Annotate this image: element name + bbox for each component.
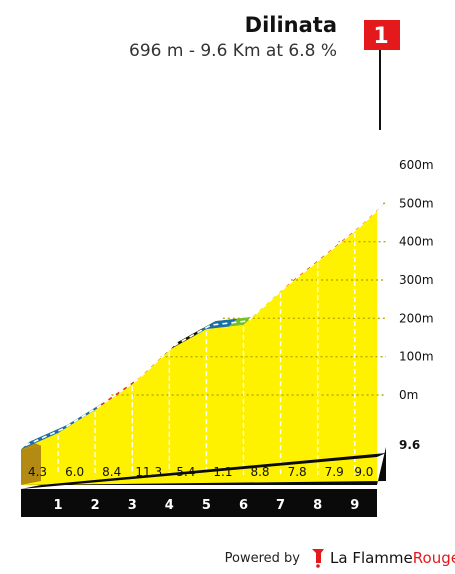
brand-name-part2: Rouge <box>413 549 455 567</box>
x-tick-label: 7 <box>276 498 285 513</box>
y-tick-label: 100m <box>399 350 434 364</box>
gradient-label: 8.4 <box>102 465 121 479</box>
finish-flag-icon: 1 <box>364 20 400 130</box>
gradient-label: 7.9 <box>325 465 344 479</box>
x-tick-label: 4 <box>165 498 174 513</box>
profile-side-wall-top <box>21 441 41 450</box>
km-ribbon-top <box>21 453 386 489</box>
x-tick-label: 5 <box>202 498 211 513</box>
gradient-stripe-segment <box>273 202 386 298</box>
brand-name: La FlammeRouge <box>330 549 455 567</box>
finish-flag-label: 1 <box>373 24 388 49</box>
chart-title: Dilinata <box>245 13 337 37</box>
y-tick-label: 200m <box>399 311 434 325</box>
y-tick-label: 500m <box>399 196 434 210</box>
gradient-label: 4.3 <box>28 465 47 479</box>
x-tick-label: 3 <box>128 498 137 513</box>
flamme-rouge-logo-icon <box>312 549 324 568</box>
gradient-label: 9.0 <box>354 465 373 479</box>
x-tick-label: 6 <box>239 498 248 513</box>
gradient-label: 11.3 <box>135 465 162 479</box>
x-tick-label: 2 <box>91 498 100 513</box>
x-tick-label: 1 <box>54 498 63 513</box>
y-tick-label: 0m <box>399 388 418 402</box>
finish-flag-banner <box>364 20 400 50</box>
gradient-label: 1.1 <box>213 465 232 479</box>
y-tick-label: 300m <box>399 273 434 287</box>
gradient-label: 8.8 <box>250 465 269 479</box>
footer: Powered by La FlammeRouge <box>225 549 455 568</box>
brand-name-part1: La Flamme <box>330 549 413 567</box>
gradient-stripe-segment <box>95 352 168 410</box>
y-tick-label: 600m <box>399 158 434 172</box>
gradient-label: 7.8 <box>288 465 307 479</box>
stripe-centre-line <box>25 205 383 447</box>
x-end-label: 9.6 <box>399 438 420 452</box>
profile-side-wall <box>21 445 41 485</box>
x-tick-label: 8 <box>313 498 322 513</box>
profile-front-fill <box>21 210 377 485</box>
powered-by-text: Powered by <box>225 551 301 566</box>
x-tick-label: 9 <box>350 498 359 513</box>
chart-subtitle: 696 m - 9.6 Km at 6.8 % <box>129 41 337 61</box>
y-tick-label: 400m <box>399 235 434 249</box>
gradient-label: 6.0 <box>65 465 84 479</box>
km-ribbon <box>21 489 377 517</box>
gradient-label: 5.4 <box>176 465 195 479</box>
